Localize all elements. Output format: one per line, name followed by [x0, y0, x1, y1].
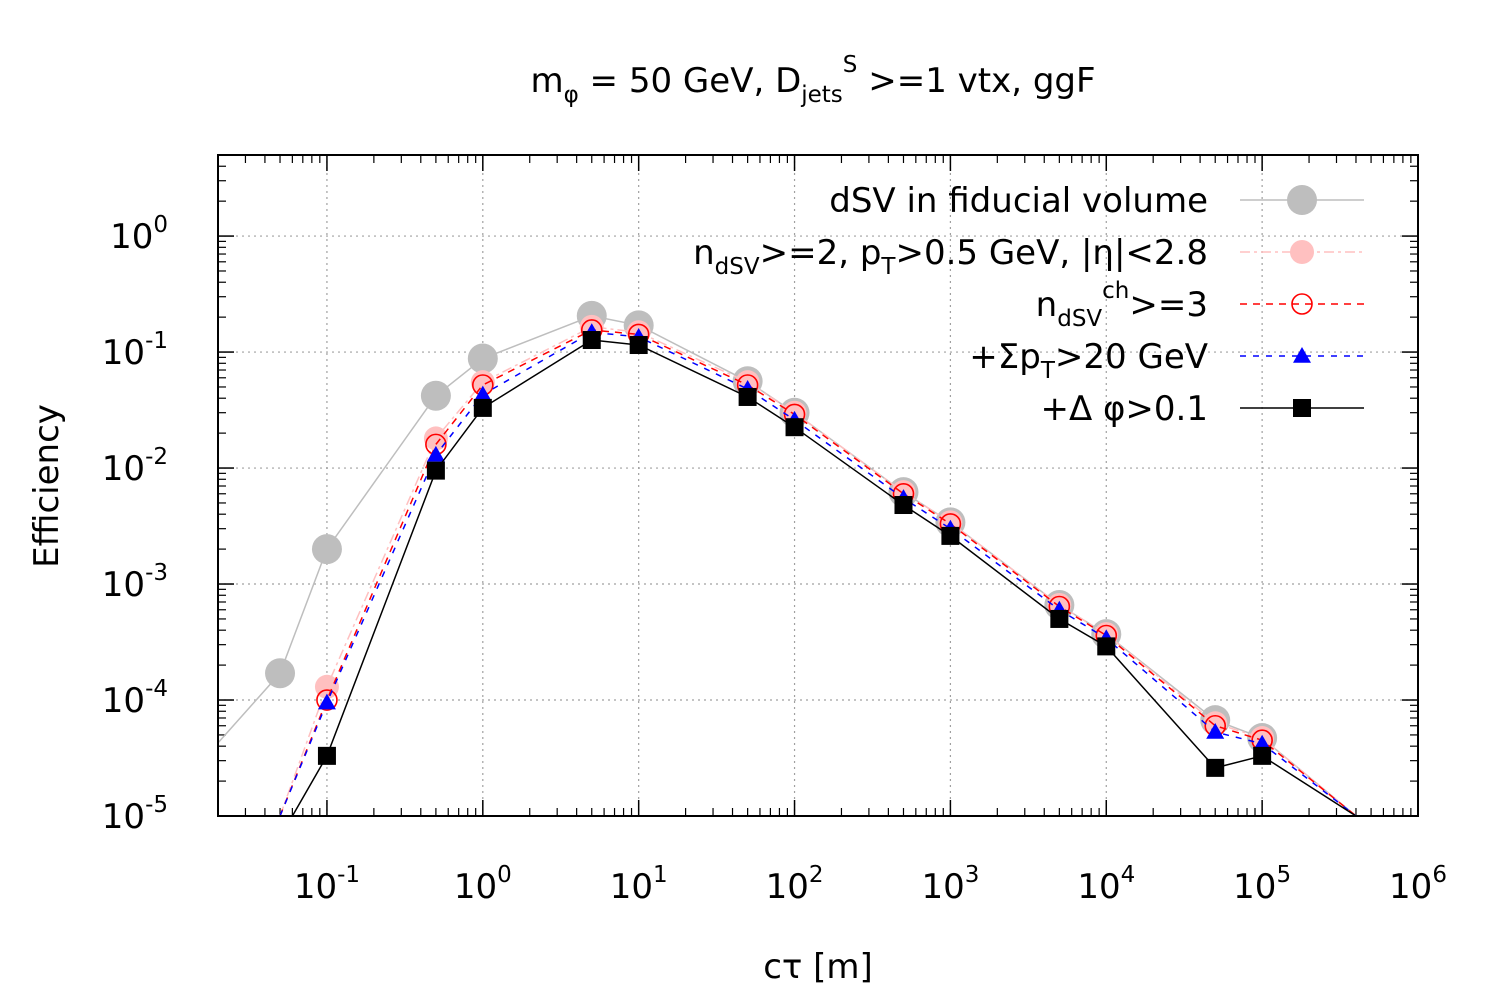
- legend-item-ndsv-pt-eta: ndSV>=2, pT>0.5 GeV, |η|<2.8: [693, 233, 1364, 280]
- data-point-delta-phi: [738, 387, 757, 406]
- legend-marker: [1287, 185, 1317, 215]
- x-tick-label: 106: [1389, 862, 1447, 907]
- data-point-sum-pt: [473, 385, 492, 402]
- series-layer: [218, 300, 1357, 816]
- legend-label: ndSV>=2, pT>0.5 GeV, |η|<2.8: [693, 233, 1208, 280]
- data-point-delta-phi: [785, 418, 804, 437]
- data-point-dsv-fiducial: [265, 658, 296, 689]
- x-tick-label: 105: [1233, 862, 1291, 907]
- legend-label: dSV in fiducial volume: [829, 181, 1208, 221]
- data-point-delta-phi: [473, 398, 492, 417]
- data-point-delta-phi: [317, 746, 336, 765]
- data-point-delta-phi: [629, 336, 648, 355]
- data-point-dsv-fiducial: [420, 380, 451, 411]
- legend-item-ndsv-ch: ndSVch>=3: [1036, 278, 1364, 332]
- data-point-delta-phi: [894, 496, 913, 515]
- legend-item-sum-pt: +ΣpT>20 GeV: [969, 337, 1364, 384]
- x-tick-label: 10-1: [294, 862, 360, 907]
- data-point-sum-pt: [426, 445, 445, 462]
- data-point-dsv-fiducial: [311, 534, 342, 565]
- y-tick-label: 10-5: [102, 792, 168, 837]
- y-tick-label: 10-1: [102, 328, 168, 373]
- data-point-delta-phi: [1097, 637, 1116, 656]
- data-point-dsv-fiducial: [467, 343, 498, 374]
- data-point-delta-phi: [426, 461, 445, 480]
- data-point-ndsv-pt-eta: [423, 426, 448, 451]
- legend-marker: [1291, 293, 1313, 315]
- data-point-sum-pt: [1206, 722, 1225, 739]
- x-axis-label: cτ [m]: [763, 947, 873, 987]
- data-point-delta-phi: [941, 526, 960, 545]
- legend-marker: [1293, 347, 1311, 363]
- y-tick-label: 10-4: [102, 676, 168, 721]
- y-tick-label: 10-2: [102, 444, 168, 489]
- data-point-delta-phi: [1050, 609, 1069, 628]
- legend-marker: [1290, 240, 1314, 264]
- series-dsv-fiducial: [218, 300, 1357, 816]
- legend-label: +ΣpT>20 GeV: [969, 337, 1208, 384]
- tick-labels: 10-1 100 101 102 103 104 105 106 10-5 10-4 10-3 10-…: [102, 212, 1447, 907]
- x-tick-label: 102: [766, 862, 824, 907]
- data-point-sum-pt: [317, 693, 336, 710]
- chart-title: mφ = 50 GeV, DjetsS >=1 vtx, ggF: [530, 52, 1095, 108]
- series-delta-phi: [291, 331, 1357, 816]
- legend-item-dsv-fiducial: dSV in fiducial volume: [829, 181, 1364, 221]
- legend-label: ndSVch>=3: [1036, 278, 1208, 332]
- legend-label: +Δ φ>0.1: [1040, 389, 1208, 429]
- x-tick-label: 101: [610, 862, 668, 907]
- x-tick-label: 104: [1077, 862, 1135, 907]
- x-tick-label: 103: [921, 862, 979, 907]
- y-axis-label: Efficiency: [27, 404, 67, 568]
- data-point-delta-phi: [1206, 758, 1225, 777]
- legend: dSV in fiducial volume ndSV>=2, pT>0.5 Ge…: [693, 181, 1364, 429]
- legend-marker: [1293, 399, 1311, 417]
- data-point-delta-phi: [1253, 746, 1272, 765]
- data-point-delta-phi: [582, 331, 601, 350]
- y-tick-label: 10-3: [102, 560, 168, 605]
- data-point-ndsv-ch: [316, 689, 338, 711]
- data-point-sum-pt: [1253, 734, 1272, 751]
- legend-item-delta-phi: +Δ φ>0.1: [1040, 389, 1364, 429]
- plot-frame: [217, 154, 1419, 817]
- y-tick-label: 100: [110, 212, 168, 257]
- x-tick-label: 100: [454, 862, 512, 907]
